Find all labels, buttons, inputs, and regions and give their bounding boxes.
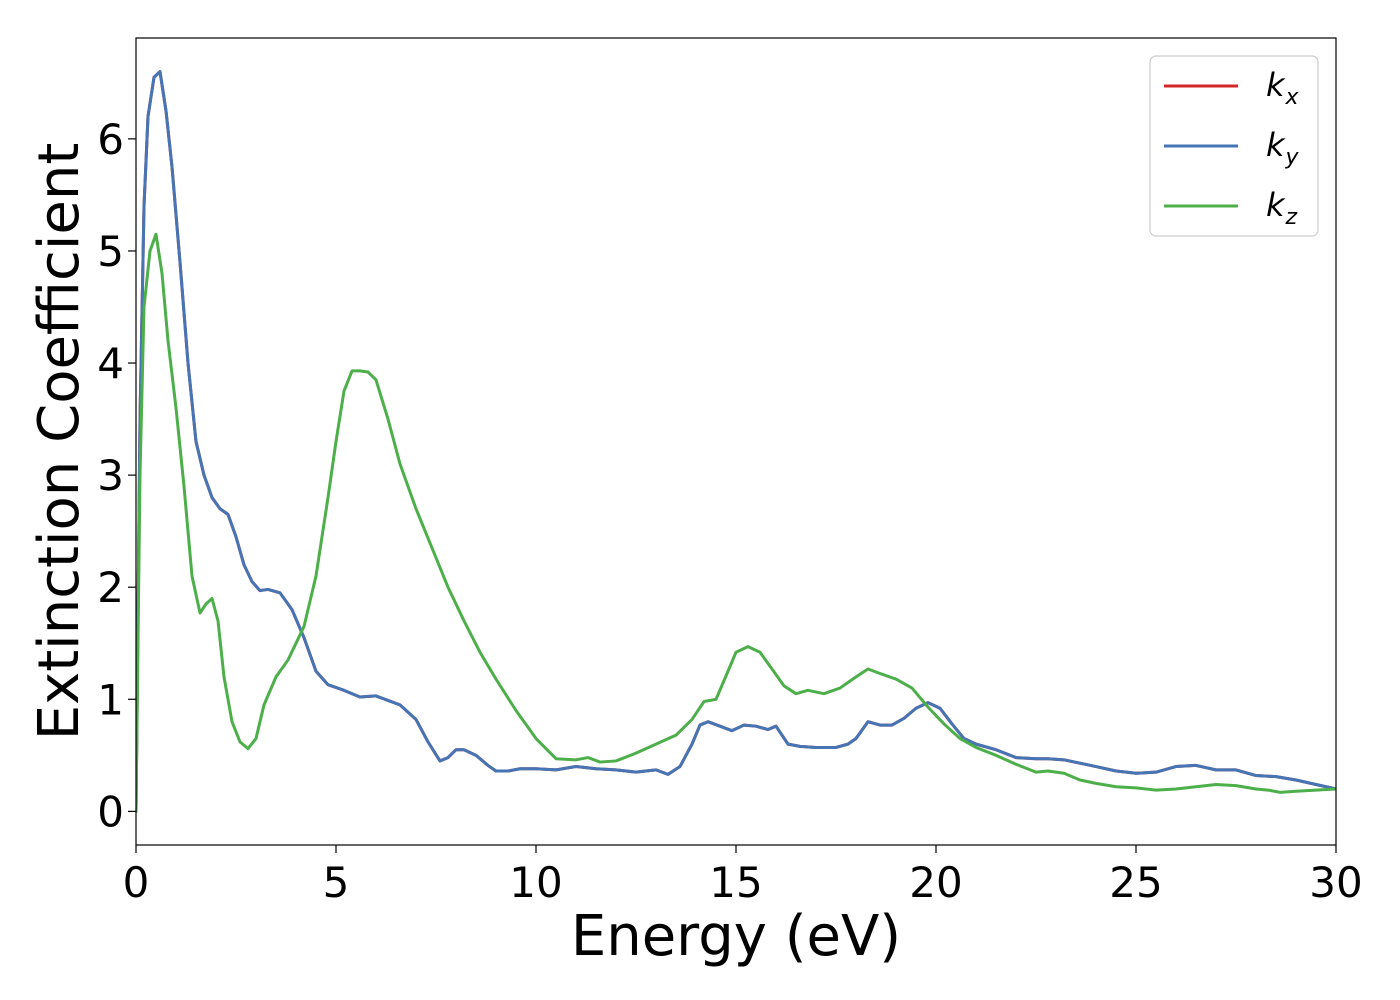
y-axis-title: Extinction Coefficient — [27, 143, 92, 741]
legend-label: ky — [1266, 126, 1300, 170]
y-tick-label: 0 — [97, 787, 124, 836]
legend-label: kz — [1266, 186, 1298, 230]
y-tick-label: 2 — [97, 563, 124, 612]
series-line-kz — [136, 232, 1336, 813]
y-tick-label: 1 — [97, 675, 124, 724]
x-tick-label: 15 — [709, 858, 762, 907]
x-tick-label: 0 — [123, 858, 150, 907]
x-tick-label: 25 — [1109, 858, 1162, 907]
x-axis-ticks: 0 5 10 15 20 25 30 — [123, 845, 1363, 907]
y-tick-label: 3 — [97, 451, 124, 500]
y-tick-label: 5 — [97, 227, 124, 276]
y-axis-ticks: 0 1 2 3 4 5 6 — [97, 115, 136, 836]
x-tick-label: 20 — [909, 858, 962, 907]
y-tick-label: 6 — [97, 115, 124, 164]
series-line-ky — [136, 70, 1336, 813]
series-layer — [136, 70, 1336, 813]
legend-entry-ky: ky — [1164, 126, 1300, 170]
x-tick-label: 5 — [323, 858, 350, 907]
legend-entry-kz: kz — [1164, 186, 1298, 230]
x-axis-title: Energy (eV) — [571, 904, 901, 969]
legend-entry-kx: kx — [1164, 66, 1300, 110]
legend: kx ky kz — [1149, 55, 1319, 237]
x-tick-label: 30 — [1309, 858, 1362, 907]
y-tick-label: 4 — [97, 339, 124, 388]
legend-label: kx — [1266, 66, 1300, 110]
x-tick-label: 10 — [509, 858, 562, 907]
